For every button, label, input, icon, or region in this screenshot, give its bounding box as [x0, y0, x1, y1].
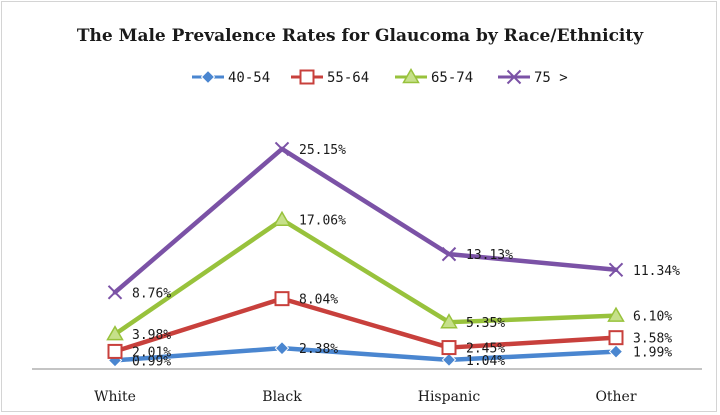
data-point-65-74-black	[273, 210, 291, 226]
data-label-40-54-other: 1.99%	[633, 346, 672, 361]
data-point-55-64-white	[107, 343, 123, 359]
category-label-hispanic: Hispanic	[418, 389, 481, 405]
data-point-75-white	[107, 285, 123, 300]
legend-item-65-74: 65-74	[395, 67, 473, 86]
data-point-75-black	[274, 141, 290, 157]
category-label-black: Black	[262, 389, 302, 405]
data-label-75-other: 11.34%	[633, 264, 680, 279]
legend-marker-65-74	[402, 67, 420, 84]
data-point-55-64-hispanic	[441, 340, 457, 356]
data-point-40-54-black	[274, 340, 290, 356]
legend-label-40-54: 40-54	[228, 70, 270, 86]
data-label-55-64-white: 2.01%	[132, 345, 171, 360]
data-label-65-74-white: 3.98%	[132, 328, 171, 343]
series-lines	[112, 146, 619, 363]
data-point-75-other	[608, 262, 624, 277]
legend-label-75: 75 >	[534, 70, 568, 86]
category-labels: White Black Hispanic Other	[94, 389, 637, 405]
data-label-55-64-other: 3.58%	[633, 332, 672, 347]
data-point-65-74-white	[106, 325, 124, 341]
data-label-65-74-other: 6.10%	[633, 310, 672, 325]
data-labels: 0.99% 2.38% 1.04% 1.99% 2.01% 8.04% 2.45% 3.58%…	[132, 143, 680, 369]
category-label-other: Other	[595, 389, 636, 405]
data-label-65-74-black: 17.06%	[299, 214, 346, 229]
legend-label-55-64: 55-64	[327, 70, 369, 86]
series-line-40-54	[112, 345, 619, 363]
legend-item-40-54: 40-54	[192, 69, 270, 86]
chart-title: The Male Prevalence Rates for Glaucoma b…	[77, 26, 644, 46]
data-label-75-hispanic: 13.13%	[466, 248, 513, 263]
legend-label-65-74: 65-74	[431, 70, 473, 86]
data-point-40-54-hispanic	[441, 352, 457, 368]
series-markers	[106, 141, 625, 368]
data-point-40-54-other	[608, 344, 624, 359]
data-point-75-hispanic	[441, 246, 457, 262]
legend: 40-54 55-64 65-74 75 >	[192, 67, 568, 86]
legend-marker-40-54	[200, 69, 216, 85]
data-label-40-54-black: 2.38%	[299, 342, 338, 357]
series-line-75	[112, 146, 619, 295]
data-point-65-74-hispanic	[440, 313, 458, 329]
series-line-55-64	[112, 296, 619, 354]
data-label-55-64-hispanic: 2.45%	[466, 342, 505, 357]
legend-marker-75	[506, 69, 522, 85]
data-label-55-64-black: 8.04%	[299, 293, 338, 308]
data-point-55-64-other	[608, 330, 624, 346]
data-label-40-54-white: 0.99%	[132, 354, 171, 369]
series-line-65-74	[112, 217, 619, 337]
data-point-55-64-black	[274, 291, 290, 307]
data-label-75-white: 8.76%	[132, 286, 171, 301]
data-label-65-74-hispanic: 5.35%	[466, 316, 505, 331]
data-point-65-74-other	[607, 306, 625, 322]
category-label-white: White	[94, 389, 136, 405]
legend-item-55-64: 55-64	[291, 69, 369, 86]
data-label-40-54-hispanic: 1.04%	[466, 354, 505, 369]
data-label-75-black: 25.15%	[299, 143, 346, 158]
legend-marker-55-64	[299, 69, 315, 85]
legend-item-75: 75 >	[498, 69, 568, 86]
